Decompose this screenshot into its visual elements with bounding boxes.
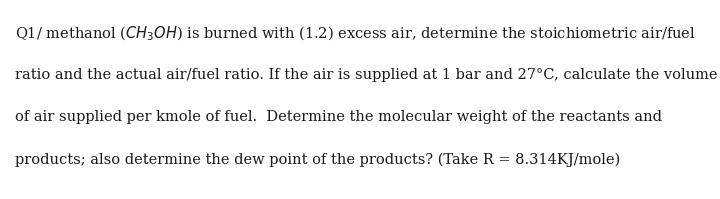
Text: of air supplied per kmole of fuel.  Determine the molecular weight of the reacta: of air supplied per kmole of fuel. Deter… (15, 110, 662, 124)
Text: Q1/ methanol ($CH_3OH$) is burned with (1.2) excess air, determine the stoichiom: Q1/ methanol ($CH_3OH$) is burned with (… (15, 25, 696, 43)
Text: ratio and the actual air/fuel ratio. If the air is supplied at 1 bar and 27°C, c: ratio and the actual air/fuel ratio. If … (15, 68, 718, 82)
Text: products; also determine the dew point of the products? (Take R = 8.314KJ/mole): products; also determine the dew point o… (15, 153, 620, 167)
